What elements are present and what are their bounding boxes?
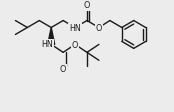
Text: O: O [72, 41, 78, 50]
Text: O: O [84, 1, 90, 10]
Text: HN: HN [41, 40, 53, 49]
Text: O: O [96, 24, 102, 33]
Text: O: O [60, 65, 66, 74]
Text: HN: HN [69, 24, 81, 33]
Polygon shape [48, 27, 55, 44]
